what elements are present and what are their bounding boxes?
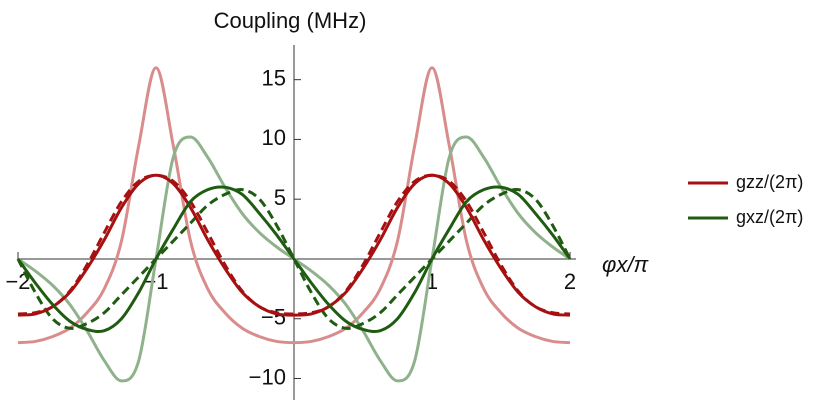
legend-label: gzz/(2π) [736,172,803,192]
x-tick-label: 2 [564,269,576,294]
series-line [16,188,572,330]
x-axis-label: φx/π [602,252,649,277]
x-tick-label: −1 [143,269,168,294]
series-line [17,173,571,317]
chart-title: Coupling (MHz) [214,8,367,33]
legend-label: gxz/(2π) [736,207,803,227]
y-tick-label: 10 [262,125,286,150]
y-tick-label: 5 [274,185,286,210]
y-tick-label: −10 [249,364,286,389]
series-line [17,173,571,316]
series-line [17,66,571,345]
series-line [16,185,572,334]
y-tick-label: 15 [262,65,286,90]
